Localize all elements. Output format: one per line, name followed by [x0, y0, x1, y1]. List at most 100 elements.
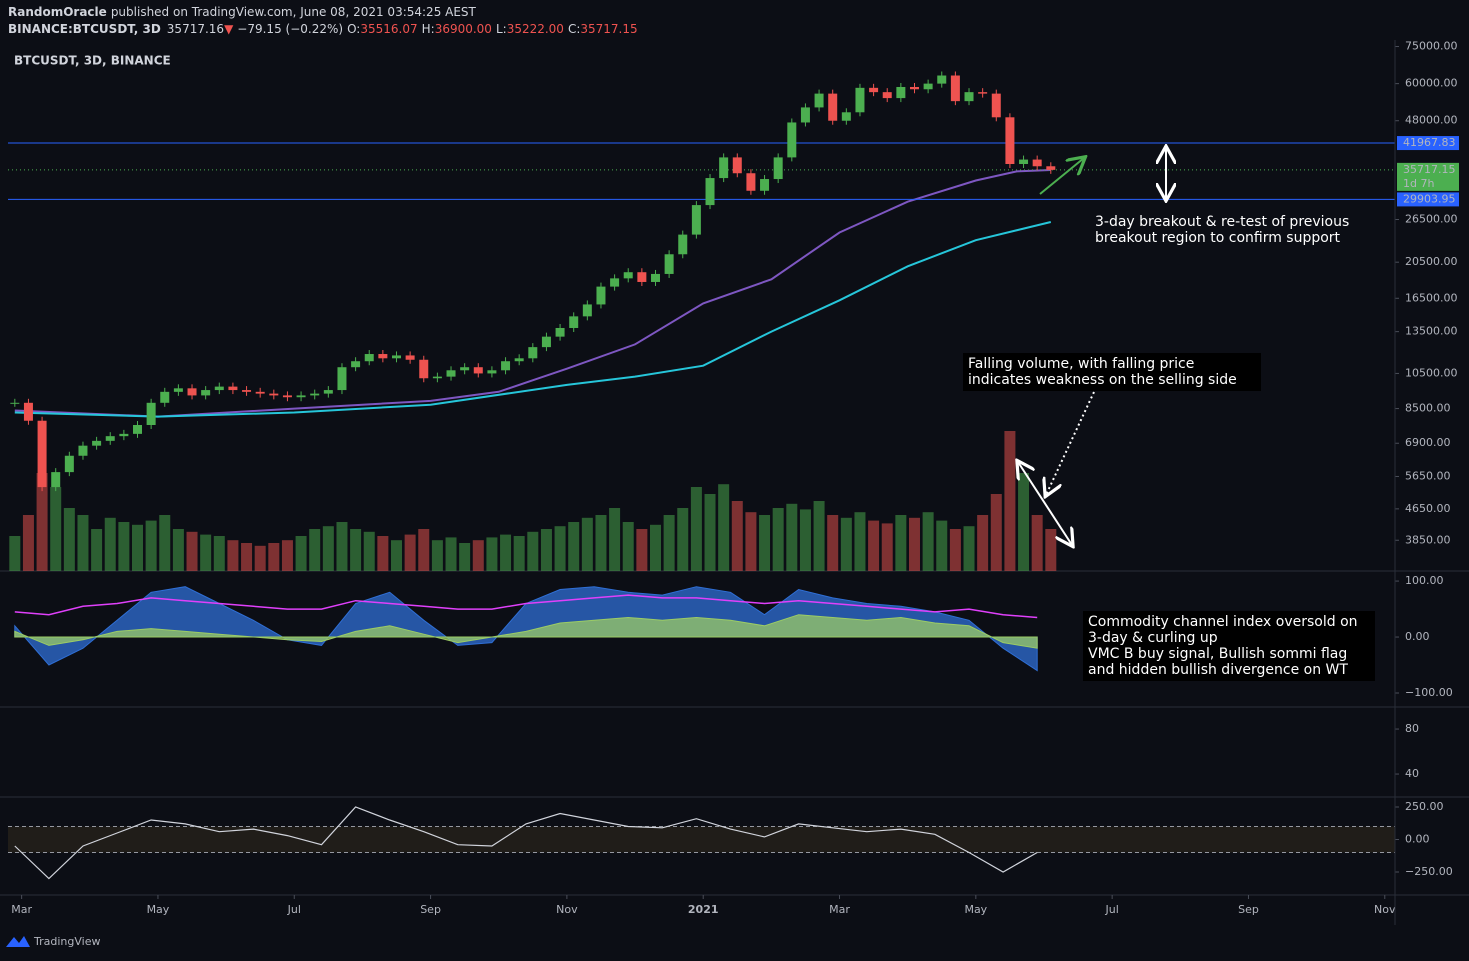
candle — [787, 122, 797, 158]
volume-bar — [145, 520, 157, 571]
candle — [282, 395, 292, 398]
y-tick-label: 48000.00 — [1405, 114, 1458, 127]
y-tick-label: −100.00 — [1405, 686, 1453, 699]
candle — [937, 75, 947, 84]
volume-bar — [963, 526, 975, 571]
annotation-box — [1083, 611, 1375, 681]
volume-bar — [540, 529, 552, 571]
candle — [201, 390, 211, 396]
volume-arrow — [1018, 462, 1072, 545]
volume-bar — [213, 536, 225, 571]
candle — [487, 370, 497, 374]
annotation-text: 3-day & curling up — [1088, 630, 1218, 646]
candle — [242, 390, 252, 392]
volume-bar — [36, 473, 48, 571]
volume-bar — [813, 501, 825, 571]
candle — [419, 359, 429, 379]
volume-bar — [431, 540, 443, 571]
header-line: RandomOracle published on TradingView.com… — [8, 5, 477, 19]
x-tick-label: Nov — [556, 903, 578, 916]
y-tick-label: 8500.00 — [1405, 402, 1451, 415]
annotation-text: and hidden bullish divergence on WT — [1088, 662, 1348, 678]
candle — [869, 87, 879, 93]
candle — [337, 367, 347, 391]
candle — [678, 234, 688, 255]
x-tick-label: 2021 — [688, 903, 719, 916]
candle — [351, 361, 361, 368]
ohlc-label: C: — [568, 22, 580, 36]
volume-bar — [227, 540, 239, 571]
volume-bar — [595, 515, 607, 571]
ohlc-value: 35717.15 — [580, 22, 637, 36]
published: published on TradingView.com, June 08, 2… — [111, 5, 477, 19]
ohlc-label: O: — [347, 22, 360, 36]
volume-bar — [172, 529, 184, 571]
y-tick-label: 3850.00 — [1405, 533, 1451, 546]
volume-bar — [22, 515, 34, 571]
candle — [228, 386, 238, 391]
candle — [446, 370, 456, 377]
candle — [78, 445, 88, 456]
volume-bar — [486, 537, 498, 571]
volume-bar — [309, 529, 321, 571]
y-tick-label: 4650.00 — [1405, 502, 1451, 515]
volume-bar — [772, 508, 784, 571]
osc-line — [14, 594, 1038, 619]
chart-title: BTCUSDT, 3D, BINANCE — [14, 54, 171, 68]
candle — [255, 391, 265, 394]
level-label: 35717.15 — [1403, 163, 1456, 176]
candle — [160, 391, 170, 403]
candle — [719, 157, 729, 179]
symbol-line: BINANCE:BTCUSDT, 3D 35717.16▼ −79.15 (−0.2… — [8, 22, 638, 36]
candle — [896, 86, 906, 99]
osc-area — [14, 586, 1038, 672]
countdown: 1d 7h — [1403, 177, 1434, 190]
candle — [1005, 117, 1015, 165]
volume-bar — [186, 531, 198, 571]
annotation-box — [963, 353, 1261, 391]
volume-bar — [663, 515, 675, 571]
volume-bar — [786, 503, 798, 571]
level-label-box — [1397, 162, 1459, 191]
level-label-box — [1397, 136, 1459, 151]
volume-bar — [799, 509, 811, 571]
x-tick-label: Sep — [1238, 903, 1259, 916]
candle — [473, 367, 483, 374]
volume-bar — [649, 524, 661, 571]
volume-bar — [418, 529, 430, 571]
band — [8, 826, 1395, 853]
volume-bar — [350, 529, 362, 571]
candle — [991, 93, 1001, 118]
candle — [269, 393, 279, 396]
symbol: BINANCE:BTCUSDT, 3D — [8, 22, 161, 36]
level-label: 41967.83 — [1403, 136, 1456, 149]
volume-bar — [500, 534, 512, 571]
y-tick-label: 10500.00 — [1405, 366, 1458, 379]
y-tick-label: 20500.00 — [1405, 255, 1458, 268]
candle — [119, 433, 129, 437]
volume-bar — [759, 515, 771, 571]
candle — [773, 157, 783, 180]
volume-bar — [827, 515, 839, 571]
annotation-text: Commodity channel index oversold on — [1088, 614, 1358, 630]
pointer-arrow — [1046, 391, 1095, 495]
y-tick-label: 80 — [1405, 722, 1419, 735]
y-tick-label: 5650.00 — [1405, 469, 1451, 482]
annotations: 3-day breakout & re-test of previousbrea… — [963, 214, 1375, 681]
candle — [64, 455, 74, 473]
volume-bar — [363, 531, 375, 571]
ohlc: O:35516.07 H:36900.00 L:35222.00 C:35717.15 — [347, 22, 638, 36]
x-tick-label: Jul — [287, 903, 301, 916]
candle — [37, 420, 47, 488]
candle — [964, 92, 974, 102]
y-tick-label: 26500.00 — [1405, 213, 1458, 226]
level-label-box — [1397, 192, 1459, 207]
volume-bar — [200, 534, 212, 571]
level-label: 29903.95 — [1403, 192, 1456, 205]
volume-bar — [908, 517, 920, 571]
volume-bar — [581, 517, 593, 571]
candle — [841, 112, 851, 121]
y-tick-label: 0.00 — [1405, 630, 1430, 643]
